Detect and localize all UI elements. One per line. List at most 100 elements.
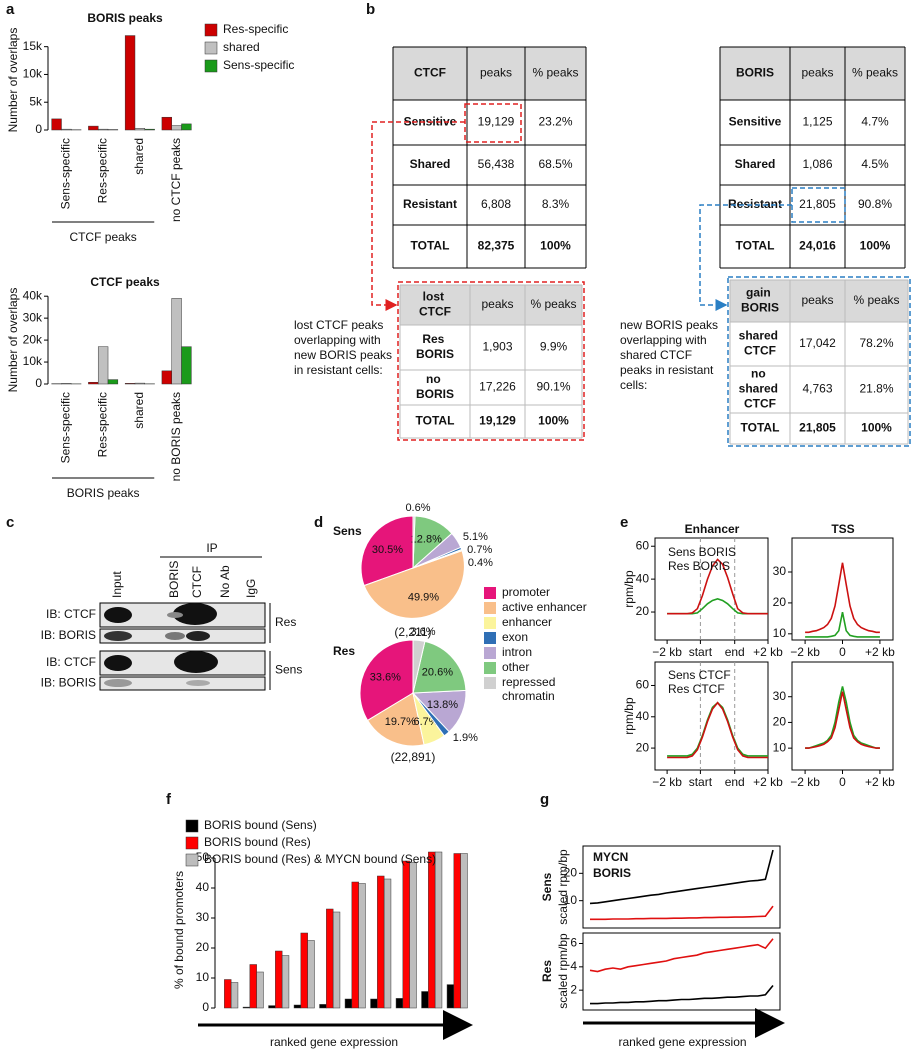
table-cell: 90.1% bbox=[536, 380, 570, 394]
bar bbox=[242, 1006, 251, 1009]
bar bbox=[395, 998, 404, 1009]
blot-band bbox=[167, 612, 183, 618]
table-outline bbox=[397, 281, 585, 441]
bar bbox=[181, 123, 192, 131]
x-tick-label: start bbox=[689, 645, 713, 659]
bar bbox=[275, 950, 283, 1009]
x-tick-label: +2 kb bbox=[865, 775, 895, 789]
table-cell: 100% bbox=[861, 421, 892, 435]
bar bbox=[446, 984, 455, 1009]
bar bbox=[453, 853, 461, 1009]
blot-row-label: IB: CTCF bbox=[46, 655, 96, 669]
legend-label: other bbox=[502, 660, 529, 674]
table-cell: 100% bbox=[860, 239, 891, 253]
table-cell: TOTAL bbox=[411, 239, 450, 253]
slice-label: 12.8% bbox=[411, 534, 442, 546]
y-axis-label: scaled rpm/bp bbox=[556, 933, 570, 1009]
table-cell: peaks bbox=[480, 66, 512, 80]
y-tick-label: 20 bbox=[564, 866, 578, 880]
row-label: Res bbox=[540, 960, 554, 982]
legend-label: BORIS bound (Sens) bbox=[204, 818, 317, 832]
table-cell: 17,042 bbox=[799, 336, 836, 350]
x-tick-label: 0 bbox=[839, 645, 846, 659]
legend-swatch bbox=[185, 819, 199, 833]
x-tick-label: start bbox=[689, 775, 713, 789]
x-tick-label: Res-specific bbox=[95, 138, 109, 203]
table-cell: Res BORIS bbox=[416, 332, 454, 361]
bar bbox=[124, 35, 136, 131]
lane-label: IgG bbox=[244, 579, 258, 598]
table-cell: 90.8% bbox=[858, 197, 892, 211]
table-cell: 6,808 bbox=[481, 197, 511, 211]
slice-label: 33.6% bbox=[370, 671, 401, 683]
lane-label: CTCF bbox=[190, 566, 204, 598]
legend-label: BORIS bbox=[593, 866, 631, 880]
y-tick-label: 20 bbox=[636, 604, 650, 618]
plot-frame bbox=[791, 661, 894, 771]
table-cell: 21,805 bbox=[799, 421, 836, 435]
blot-row-label: IB: CTCF bbox=[46, 607, 96, 621]
y-tick-label: 10 bbox=[773, 626, 787, 640]
x-tick-label: +2 kb bbox=[753, 775, 783, 789]
legend-swatch bbox=[204, 59, 218, 73]
legend-swatch bbox=[484, 677, 496, 689]
table-cell: % peaks bbox=[852, 66, 898, 80]
table-cell: TOTAL bbox=[741, 421, 780, 435]
table-cell: 100% bbox=[540, 239, 571, 253]
table-cell: 4.5% bbox=[861, 157, 889, 171]
y-axis-label: scaled rpm/bp bbox=[556, 849, 570, 925]
y-tick-label: 20k bbox=[23, 332, 43, 346]
y-tick-label: 0 bbox=[35, 376, 42, 390]
table-cell: Resistant bbox=[403, 197, 457, 211]
table-cell: 1,086 bbox=[802, 157, 832, 171]
legend-label: promoter bbox=[502, 585, 550, 599]
line bbox=[667, 701, 768, 757]
blot-band bbox=[104, 607, 132, 623]
table-cell: 19,129 bbox=[478, 115, 515, 129]
plot-frame bbox=[654, 537, 769, 641]
pie-slice bbox=[412, 640, 467, 694]
table-cell: % peaks bbox=[530, 297, 576, 311]
note-line: shared CTCF bbox=[620, 348, 692, 362]
table-cell: 100% bbox=[538, 414, 569, 428]
y-tick-label: 10k bbox=[23, 67, 43, 81]
note-line: new BORIS peaks bbox=[620, 318, 718, 332]
legend-label: enhancer bbox=[502, 615, 552, 629]
bar bbox=[326, 908, 334, 1009]
blot-band bbox=[165, 632, 185, 640]
x-tick-label: −2 kb bbox=[652, 775, 682, 789]
table-cell: BORIS bbox=[736, 66, 774, 80]
legend-label: Sens CTCF bbox=[668, 668, 731, 682]
table-cell: peaks bbox=[801, 293, 833, 307]
x-tick-label: no BORIS peaks bbox=[169, 392, 183, 481]
table-cell: shared CTCF bbox=[739, 329, 782, 358]
y-tick-label: 30 bbox=[773, 689, 787, 703]
bar bbox=[249, 964, 257, 1009]
table-cell: 1,125 bbox=[802, 115, 832, 129]
y-tick-label: 60 bbox=[636, 678, 650, 692]
plot-frame bbox=[582, 845, 781, 929]
connector bbox=[699, 204, 792, 311]
slice-label: 20.6% bbox=[422, 667, 453, 679]
row-label: Sens bbox=[540, 872, 554, 901]
note-line: overlapping with bbox=[620, 333, 707, 347]
bar bbox=[161, 116, 172, 131]
blot-band bbox=[104, 679, 132, 687]
pie-slice bbox=[363, 550, 465, 619]
bar bbox=[107, 379, 119, 385]
bar bbox=[428, 851, 436, 1009]
blot-row-label: IB: BORIS bbox=[41, 676, 96, 690]
bar bbox=[460, 853, 468, 1009]
connector bbox=[371, 121, 465, 311]
x-tick-label: Sens-specific bbox=[59, 138, 73, 209]
x-tick-label: Sens-specific bbox=[59, 392, 73, 463]
pie-title: Sens bbox=[333, 524, 362, 538]
group-label: CTCF peaks bbox=[69, 230, 136, 244]
bar bbox=[370, 998, 378, 1009]
y-tick-label: 6 bbox=[570, 936, 577, 950]
slice-label: 49.9% bbox=[408, 591, 439, 603]
line bbox=[667, 701, 768, 759]
table-header-bg bbox=[730, 280, 908, 322]
bar bbox=[51, 118, 62, 131]
line bbox=[667, 558, 768, 615]
